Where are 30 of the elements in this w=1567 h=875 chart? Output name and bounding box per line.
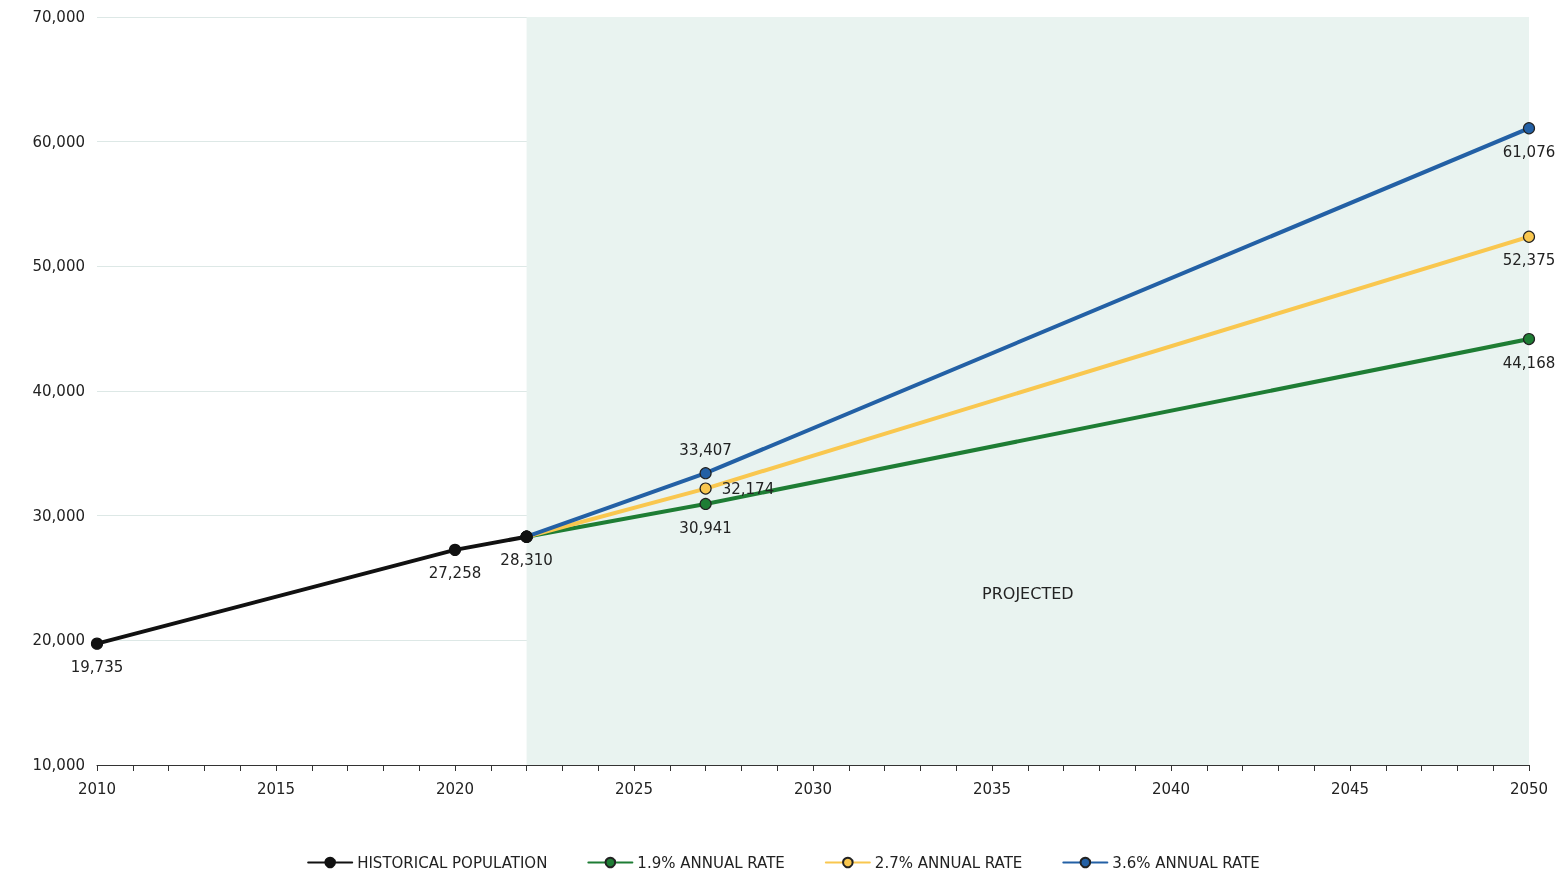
data-label: 19,735 [70,658,124,677]
band-label: PROJECTED [982,583,1074,603]
x-tick-label: 2035 [972,779,1012,798]
legend-label: 1.9% ANNUAL RATE [637,853,785,872]
legend-label: 3.6% ANNUAL RATE [1112,853,1260,872]
x-tick-label: 2025 [614,779,654,798]
y-tick-label: 30,000 [32,506,85,525]
y-tick-label: 10,000 [32,756,85,774]
x-tick-label: 2050 [1509,779,1549,798]
data-label: 30,941 [679,518,732,537]
data-label: 32,174 [721,479,775,498]
x-tick-label: 2030 [793,779,833,798]
legend-label: 2.7% ANNUAL RATE [874,853,1023,872]
x-tick-label: 2040 [1151,779,1191,798]
legend-label: HISTORICAL POPULATION [357,853,548,872]
x-tick-label: 2045 [1330,779,1370,798]
data-label: 28,310 [500,551,553,570]
x-tick-label: 2020 [435,779,475,798]
y-tick-label: 40,000 [32,382,85,400]
data-label: 33,407 [679,440,732,459]
y-tick-label: 20,000 [32,631,85,650]
data-label: 61,076 [1502,142,1556,161]
y-tick-label: 60,000 [32,132,85,151]
data-label: 27,258 [428,564,482,583]
data-label: 52,375 [1502,251,1556,270]
data-label: 44,168 [1502,353,1556,372]
y-tick-label: 70,000 [32,8,85,26]
x-tick-label: 2010 [77,779,117,798]
y-tick-label: 50,000 [32,257,85,276]
x-tick-label: 2015 [256,779,296,798]
